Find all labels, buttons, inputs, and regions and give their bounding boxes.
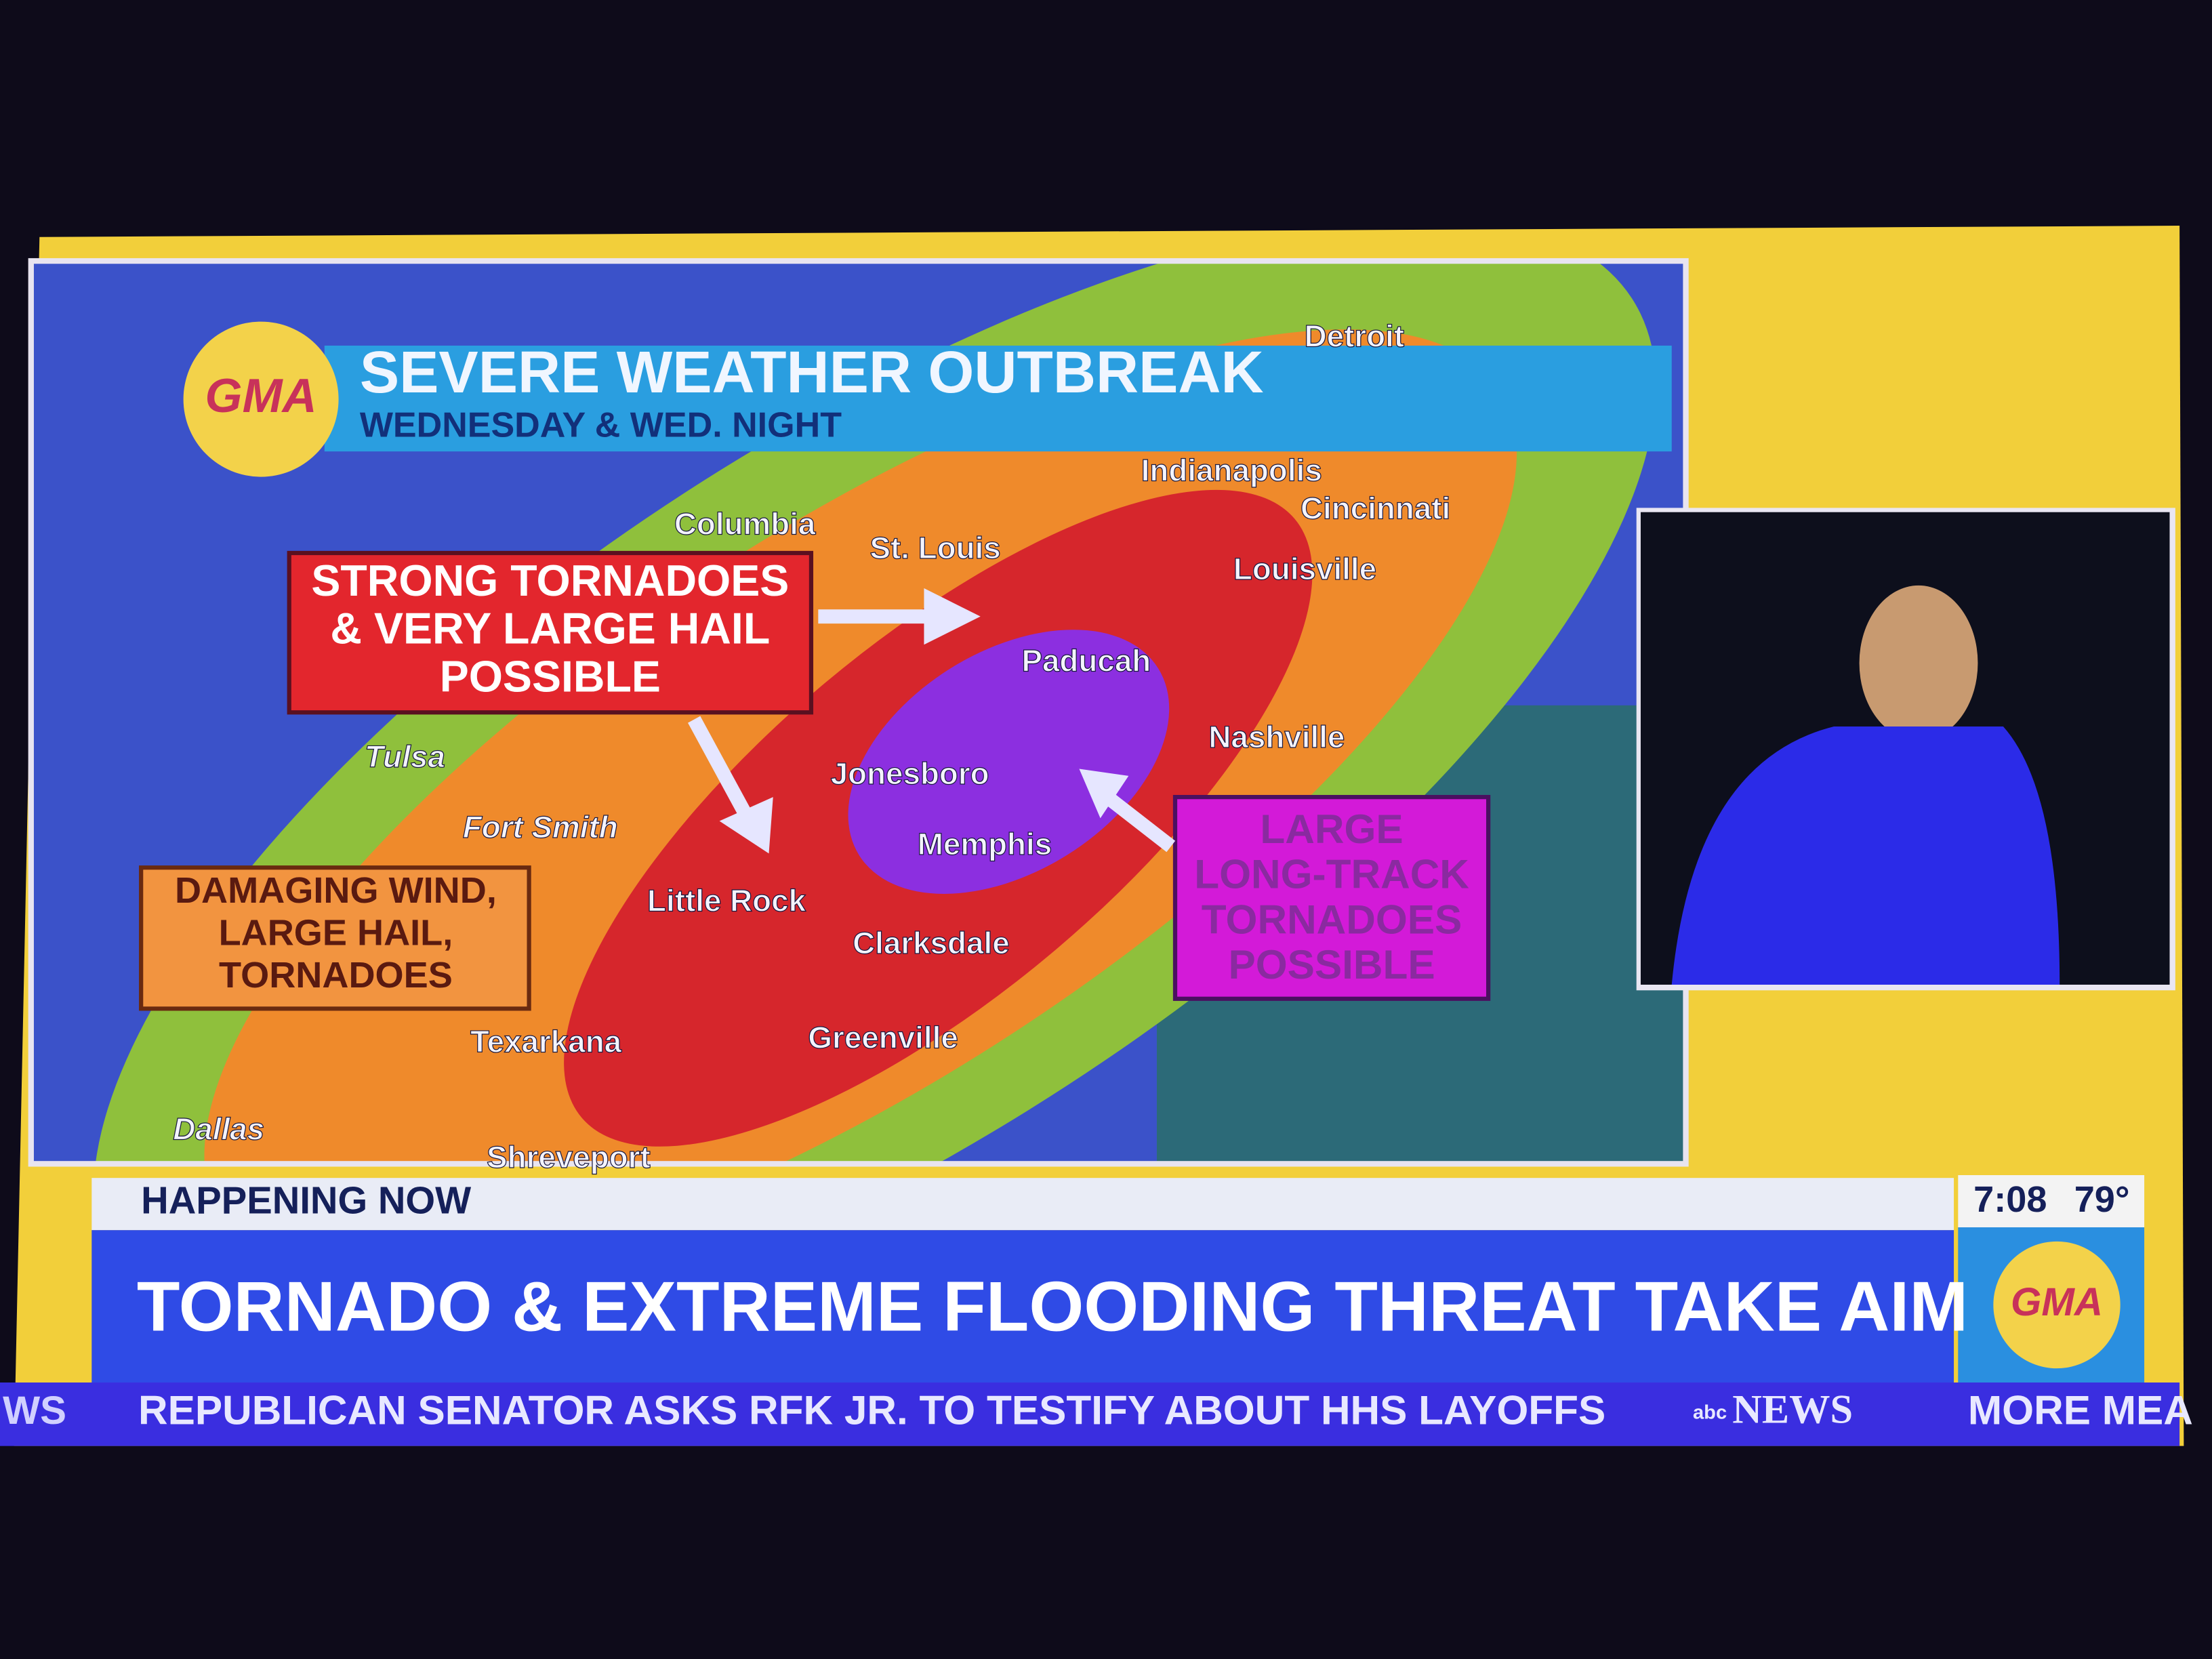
title: SEVERE WEATHER OUTBREAK bbox=[360, 339, 1264, 405]
arrow-head bbox=[924, 588, 981, 645]
headline-bar bbox=[91, 1230, 1954, 1382]
city-label: Columbia bbox=[674, 507, 816, 541]
subtitle: WEDNESDAY & WED. NIGHT bbox=[360, 405, 842, 445]
arrows bbox=[688, 609, 1176, 853]
callout-purple-box bbox=[1172, 795, 1491, 1001]
callout-purple-line: LARGE bbox=[1260, 806, 1403, 852]
logo-circle bbox=[1993, 1241, 2121, 1369]
ticker-text: REPUBLICAN SENATOR ASKS RFK JR. TO TESTI… bbox=[138, 1387, 1605, 1433]
temperature: 79° bbox=[2074, 1179, 2130, 1220]
risk-high bbox=[848, 630, 1170, 894]
city-label: Tulsa bbox=[365, 739, 445, 774]
happening-now: HAPPENING NOW bbox=[141, 1179, 471, 1221]
callout-red-line: POSSIBLE bbox=[440, 652, 661, 701]
time-box bbox=[1958, 1175, 2145, 1228]
callout-orange-line: LARGE HAIL, bbox=[219, 912, 453, 953]
callout-red-line: STRONG TORNADOES bbox=[311, 556, 789, 605]
arrow-head bbox=[719, 797, 773, 854]
city-label: Louisville bbox=[1233, 552, 1376, 586]
reporter-head bbox=[1859, 585, 1978, 741]
callout-purple-line: POSSIBLE bbox=[1228, 941, 1435, 987]
network-small: abc bbox=[1693, 1401, 1727, 1423]
callout-orange-line: DAMAGING WIND, bbox=[175, 870, 497, 911]
city-label: Cincinnati bbox=[1300, 491, 1450, 526]
city-label: Jonesboro bbox=[831, 756, 989, 791]
arrow bbox=[688, 716, 754, 822]
title-bar bbox=[324, 346, 1672, 452]
network: NEWS bbox=[1732, 1387, 1853, 1433]
city-label: St. Louis bbox=[869, 531, 1000, 565]
city-label: Little Rock bbox=[647, 883, 806, 918]
callout-red-box bbox=[287, 550, 814, 715]
city-label: Memphis bbox=[918, 827, 1052, 861]
city-label: Nashville bbox=[1208, 720, 1345, 754]
label-strip bbox=[91, 1178, 1954, 1231]
city-label: Detroit bbox=[1305, 319, 1405, 354]
ticker-fragment: WS bbox=[3, 1389, 66, 1433]
reporter-jacket bbox=[1671, 726, 2060, 985]
time: 7:08 bbox=[1973, 1179, 2047, 1220]
callout-orange-box bbox=[139, 865, 531, 1011]
callout-orange-line: TORNADOES bbox=[219, 955, 453, 996]
logo-circle bbox=[183, 321, 339, 477]
headline: TORNADO & EXTREME FLOODING THREAT TAKE A… bbox=[137, 1267, 1968, 1346]
logo: GMA bbox=[205, 369, 317, 422]
city-label: Indianapolis bbox=[1141, 453, 1322, 487]
city-label: Shreveport bbox=[487, 1140, 651, 1174]
logo: GMA bbox=[2011, 1280, 2103, 1324]
arrow-head bbox=[1079, 769, 1129, 819]
callout-purple-line: LONG-TRACK bbox=[1194, 851, 1469, 897]
arrow bbox=[1103, 791, 1176, 853]
city-label: Paducah bbox=[1021, 643, 1151, 678]
city-label: Greenville bbox=[808, 1020, 958, 1054]
callout-purple-line: TORNADOES bbox=[1202, 896, 1462, 942]
city-label: Dallas bbox=[173, 1112, 264, 1147]
ticker-fragment: MORE MEA bbox=[1968, 1387, 2193, 1433]
city-label: Fort Smith bbox=[463, 810, 618, 844]
ticker-bar bbox=[0, 1382, 2180, 1446]
reporter-video bbox=[1640, 512, 2170, 985]
arrow-heads bbox=[719, 588, 1129, 854]
city-label: Clarksdale bbox=[853, 926, 1010, 960]
city-label: Texarkana bbox=[470, 1025, 622, 1059]
callout-red-line: & VERY LARGE HAIL bbox=[330, 605, 770, 653]
